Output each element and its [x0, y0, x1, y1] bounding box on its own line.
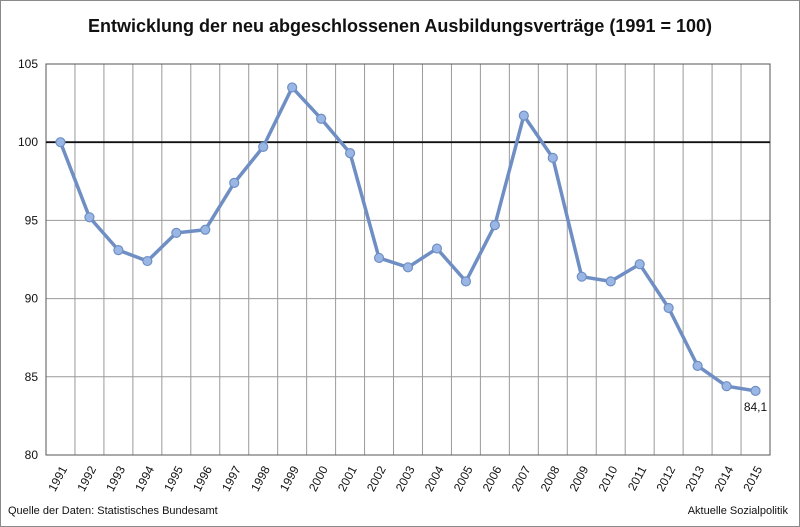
- data-point: [750, 385, 761, 396]
- data-point: [84, 212, 95, 223]
- data-point: [692, 360, 703, 371]
- x-tick-label: 2014: [711, 463, 736, 493]
- x-tick-label: 2012: [653, 463, 678, 493]
- x-tick-label: 1991: [45, 463, 70, 493]
- data-point: [605, 276, 616, 287]
- data-point: [316, 113, 327, 124]
- data-point: [344, 148, 356, 159]
- data-point: [258, 141, 269, 152]
- credit-note: Aktuelle Sozialpolitik: [687, 505, 788, 517]
- data-point: [576, 271, 587, 282]
- grid-layer: [45, 63, 771, 456]
- data-point: [55, 137, 66, 148]
- y-tick-label: 105: [18, 57, 38, 71]
- data-point: [373, 252, 385, 264]
- x-tick-label: 2009: [567, 463, 592, 493]
- data-point: [113, 245, 124, 256]
- plot-area-border: [45, 63, 771, 456]
- data-point: [721, 381, 732, 392]
- x-tick-label: 1995: [161, 463, 186, 493]
- data-point: [171, 227, 182, 239]
- x-tick-label: 2011: [625, 463, 650, 493]
- data-point: [547, 152, 558, 163]
- data-point: [634, 259, 645, 270]
- y-tick-label: 80: [25, 448, 39, 462]
- y-tick-label: 100: [18, 135, 38, 149]
- x-tick-label: 1997: [219, 463, 244, 493]
- series-line: [58, 85, 758, 393]
- x-tick-label: 2010: [596, 463, 621, 493]
- x-tick-label: 1994: [132, 463, 157, 493]
- y-tick-label: 90: [25, 292, 39, 306]
- data-point: [402, 262, 414, 273]
- x-tick-label: 2006: [480, 463, 505, 493]
- data-point: [200, 224, 211, 235]
- x-tick-label: 1993: [103, 463, 128, 493]
- data-point: [460, 276, 472, 287]
- x-tick-label: 2000: [306, 463, 331, 493]
- data-point: [142, 255, 153, 267]
- x-tick-label: 1992: [74, 463, 99, 493]
- data-point: [431, 243, 443, 254]
- data-label: 84,1: [744, 400, 768, 414]
- chart-title: Entwicklung der neu abgeschlossenen Ausb…: [87, 16, 713, 36]
- x-tick-label: 2007: [509, 463, 534, 493]
- x-tick-label: 1999: [277, 463, 302, 493]
- source-note: Quelle der Daten: Statistisches Bundesam…: [8, 505, 218, 517]
- x-tick-label: 1998: [248, 463, 273, 493]
- series-layer: [55, 82, 761, 396]
- x-tick-label: 2005: [451, 463, 476, 493]
- data-point: [518, 110, 529, 121]
- x-tick-label: 1996: [190, 463, 215, 493]
- y-tick-label: 85: [25, 370, 39, 384]
- x-tick-label: 2002: [364, 463, 389, 493]
- data-point: [489, 219, 500, 231]
- data-point: [287, 82, 298, 93]
- y-tick-label: 95: [25, 213, 39, 227]
- x-tick-label: 2003: [393, 463, 418, 493]
- data-point: [663, 302, 674, 314]
- x-tick-label: 2001: [335, 463, 360, 493]
- data-point: [229, 177, 240, 188]
- x-tick-label: 2008: [538, 463, 563, 493]
- x-tick-label: 2004: [422, 463, 447, 493]
- x-tick-label: 2013: [682, 463, 707, 493]
- x-tick-label: 2015: [740, 463, 765, 493]
- label-layer: 84,1: [744, 400, 768, 414]
